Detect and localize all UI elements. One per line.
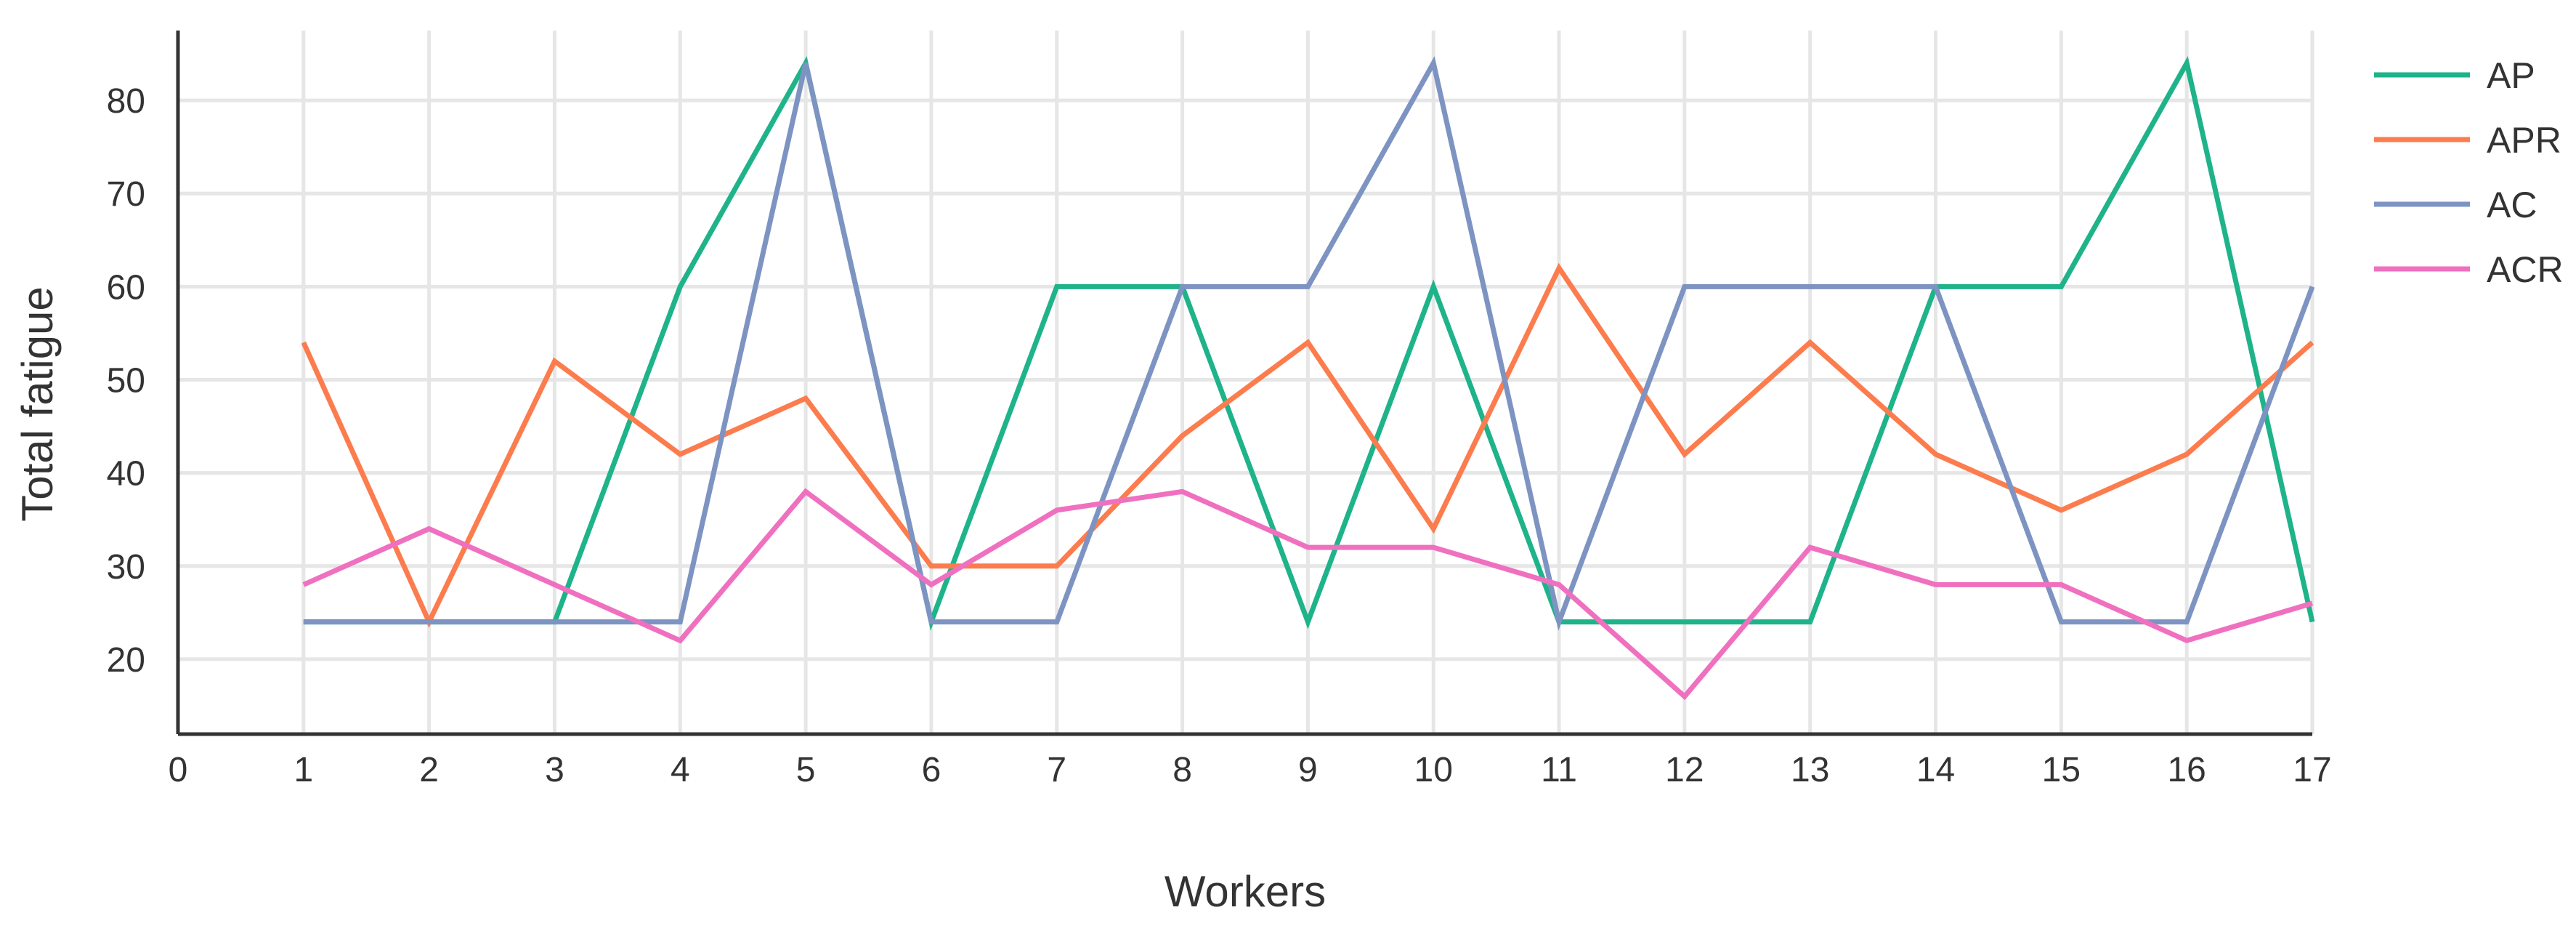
x-tick-label: 14 — [1916, 751, 1955, 789]
x-tick-label: 9 — [1298, 751, 1318, 789]
x-tick-label: 0 — [169, 751, 188, 789]
legend: AP APR AC ACR — [2374, 55, 2564, 290]
x-tick-label: 16 — [2167, 751, 2206, 789]
legend-label-acr: ACR — [2487, 249, 2564, 290]
legend-label-apr: APR — [2487, 120, 2561, 161]
y-tick-labels: 20 30 40 50 60 70 80 — [107, 82, 145, 680]
y-tick-label: 20 — [107, 641, 145, 680]
x-tick-label: 13 — [1791, 751, 1829, 789]
y-tick-label: 80 — [107, 82, 145, 121]
series-line-apr — [301, 262, 2314, 628]
y-axis-title: Total fatigue — [13, 286, 62, 522]
x-tick-label: 11 — [1541, 751, 1577, 789]
series-line-ap — [303, 56, 2315, 631]
x-tick-label: 10 — [1414, 751, 1453, 789]
x-tick-label: 6 — [922, 751, 941, 789]
y-tick-label: 70 — [107, 175, 145, 214]
y-tick-label: 50 — [107, 362, 145, 400]
legend-label-ap: AP — [2487, 55, 2535, 96]
x-tick-label: 3 — [545, 751, 564, 789]
axes — [176, 31, 2312, 736]
x-tick-label: 17 — [2293, 751, 2331, 789]
x-tick-label: 7 — [1047, 751, 1066, 789]
x-tick-labels: 0 1 2 3 4 5 6 7 8 9 10 11 12 13 14 15 16 17 — [169, 751, 2332, 789]
series-line-acr — [302, 488, 2313, 701]
x-tick-label: 12 — [1665, 751, 1704, 789]
legend-label-ac: AC — [2487, 185, 2537, 225]
x-axis-title: Workers — [1165, 867, 1326, 916]
x-tick-label: 5 — [796, 751, 816, 789]
x-tick-label: 15 — [2042, 751, 2081, 789]
y-tick-label: 40 — [107, 455, 145, 494]
y-tick-label: 60 — [107, 268, 145, 307]
x-tick-label: 2 — [419, 751, 439, 789]
grid — [178, 31, 2314, 734]
y-tick-label: 30 — [107, 548, 145, 587]
series-lines — [301, 56, 2315, 701]
x-tick-label: 4 — [671, 751, 690, 789]
x-tick-label: 1 — [293, 751, 313, 789]
x-tick-label: 8 — [1172, 751, 1192, 789]
